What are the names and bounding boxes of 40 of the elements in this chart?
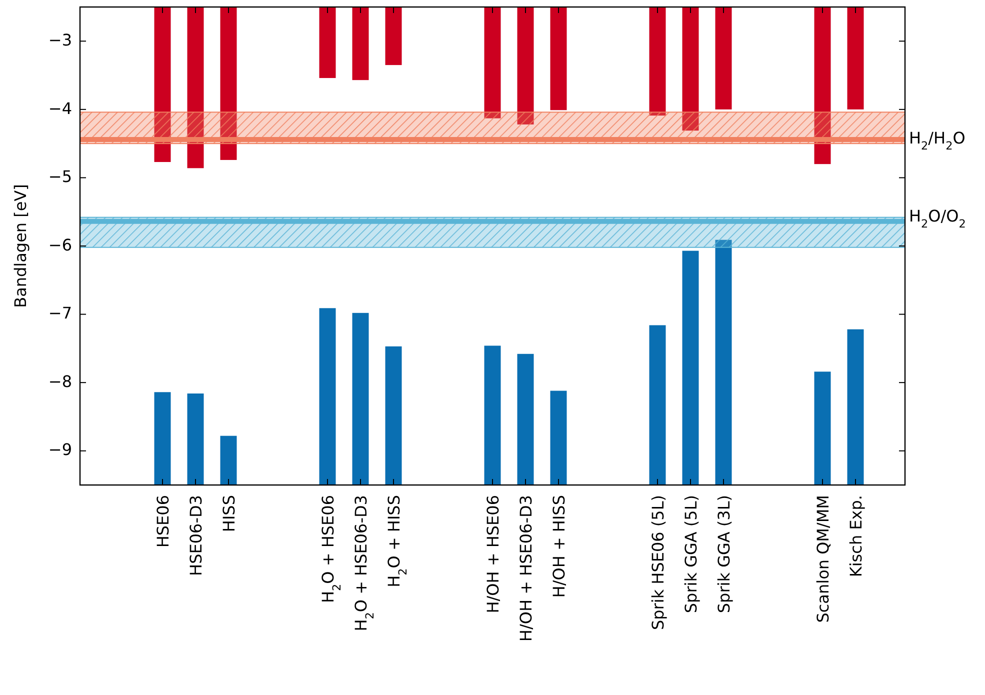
- bar: [649, 325, 666, 485]
- x-tick-label: Sprik GGA (3L): [714, 495, 734, 614]
- bar: [220, 436, 237, 485]
- x-tick-label: H/OH + HSE06: [484, 495, 502, 614]
- y-tick-label: −7: [48, 304, 72, 323]
- bar: [517, 354, 534, 485]
- bar: [385, 7, 402, 66]
- y-tick-label: −9: [48, 440, 72, 460]
- bar: [682, 250, 699, 485]
- bar: [385, 346, 402, 485]
- bar: [847, 7, 864, 110]
- bar: [187, 393, 204, 485]
- bar: [154, 392, 171, 485]
- ref-line-label: H$_{2}$O/O$_{2}$: [909, 206, 966, 230]
- y-tick-label: −6: [48, 235, 72, 254]
- x-tick-label: H/OH + HSE06-D3: [516, 495, 536, 642]
- x-tick-label: H/OH + HISS: [550, 495, 568, 598]
- x-tick-label: HSE06-D3: [186, 495, 206, 576]
- bar: [319, 7, 336, 78]
- bar: [550, 7, 567, 110]
- y-tick-label: −3: [48, 30, 72, 50]
- y-axis-title: Bandlagen [eV]: [11, 184, 30, 308]
- bar: [715, 7, 732, 110]
- x-tick-label: HSE06: [154, 495, 172, 548]
- bar: [352, 312, 369, 485]
- bar: [484, 346, 501, 485]
- bar: [550, 390, 567, 485]
- x-tick-label: Sprik GGA (5L): [682, 495, 700, 614]
- x-tick-label: Sprik HSE06 (5L): [648, 495, 668, 630]
- bar: [319, 308, 336, 485]
- y-tick-label: −8: [48, 372, 72, 391]
- y-tick-label: −4: [48, 98, 72, 118]
- x-tick-label: Scanlon QM/MM: [814, 495, 832, 623]
- x-tick-label: HISS: [220, 495, 238, 532]
- x-tick-label: Kisch Exp.: [846, 495, 866, 578]
- y-tick-label: −5: [48, 167, 72, 186]
- bar: [352, 7, 369, 80]
- ref-line-label: H$_{2}$/H$_{2}$O: [909, 128, 966, 152]
- bar: [814, 372, 831, 485]
- bar: [847, 329, 864, 485]
